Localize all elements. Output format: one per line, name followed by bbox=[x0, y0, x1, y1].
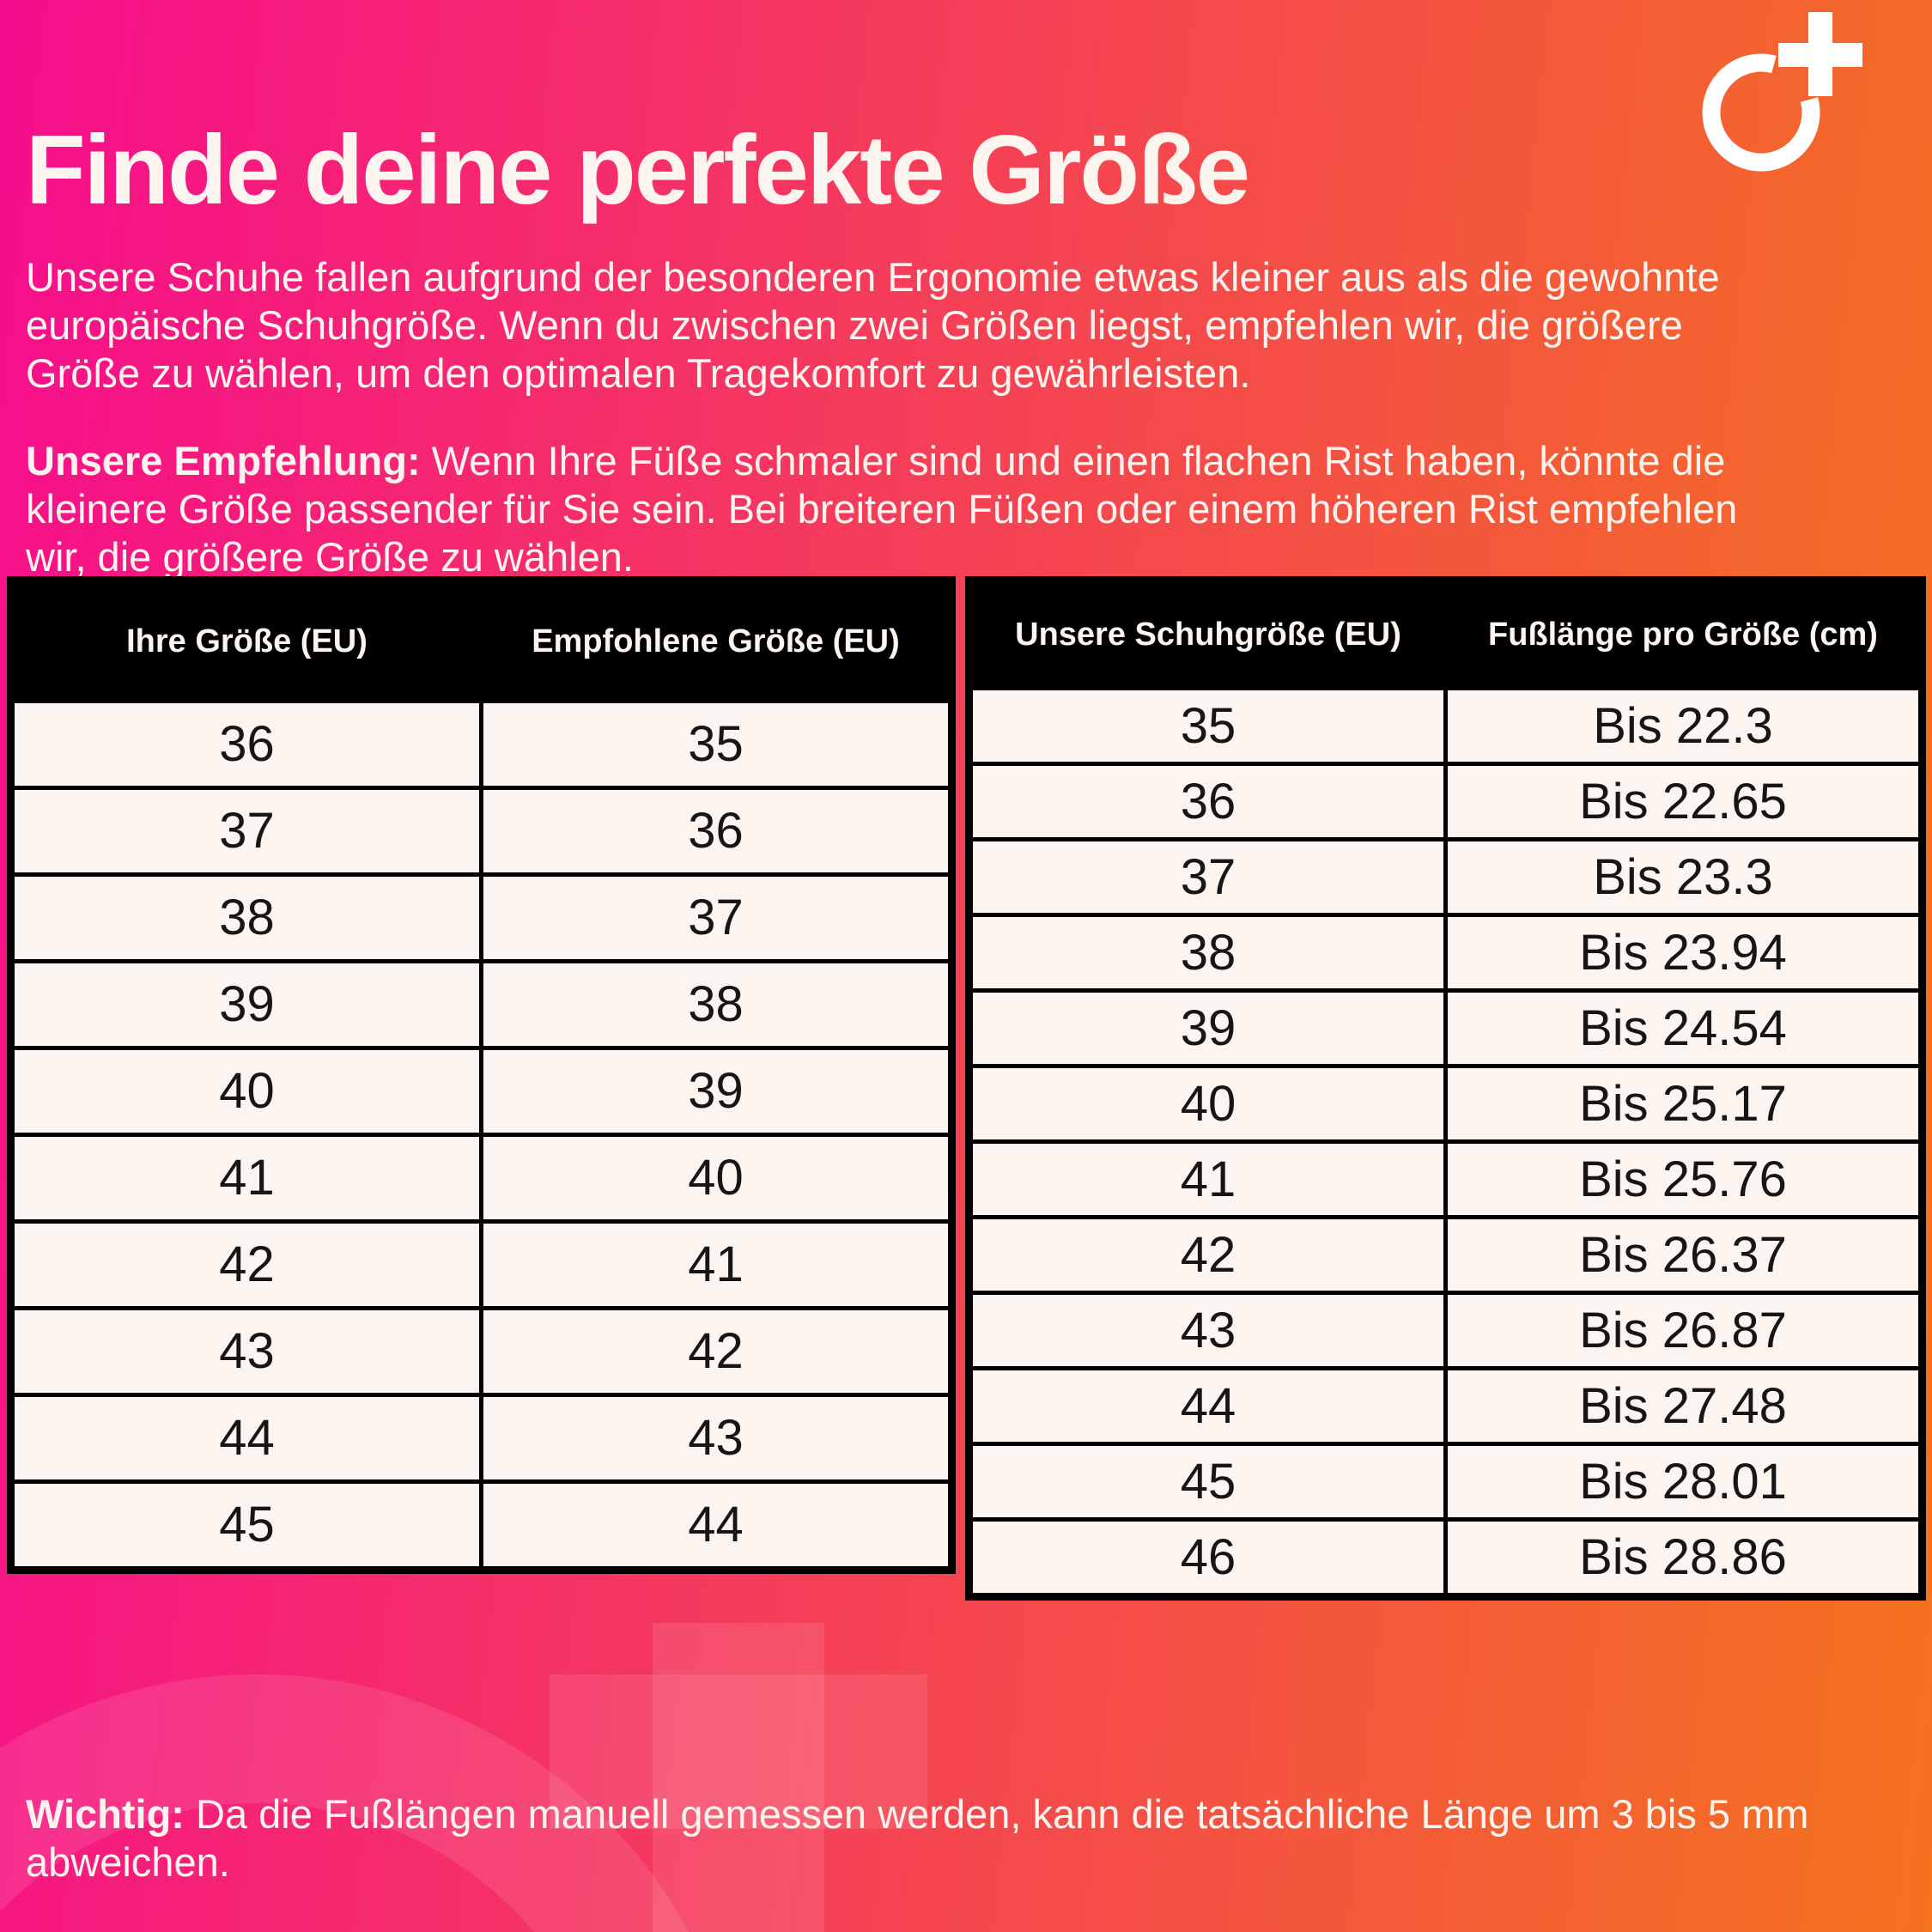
table-row: 40 39 bbox=[9, 1046, 954, 1137]
table-row: 38 Bis 23.94 bbox=[967, 913, 1924, 993]
table-header-row: Ihre Größe (EU) Empfohlene Größe (EU) bbox=[9, 578, 954, 703]
table-row: 44 Bis 27.48 bbox=[967, 1366, 1924, 1446]
table-row: 39 38 bbox=[9, 959, 954, 1050]
table-row: 37 36 bbox=[9, 786, 954, 877]
foot-length-table: Unsere Schuhgröße (EU) Fußlänge pro Größ… bbox=[965, 576, 1926, 1601]
table-cell: Bis 25.17 bbox=[1443, 1064, 1924, 1144]
table-row: 37 Bis 23.3 bbox=[967, 837, 1924, 917]
table-cell: 43 bbox=[479, 1393, 954, 1484]
table-row: 38 37 bbox=[9, 872, 954, 963]
table-cell: Bis 28.86 bbox=[1443, 1517, 1924, 1599]
table-cell: 41 bbox=[479, 1219, 954, 1310]
table-row: 36 Bis 22.65 bbox=[967, 762, 1924, 841]
table-cell: 40 bbox=[479, 1133, 954, 1224]
table-row: 40 Bis 25.17 bbox=[967, 1064, 1924, 1144]
table-cell: 37 bbox=[9, 786, 483, 877]
table-header-row: Unsere Schuhgröße (EU) Fußlänge pro Größ… bbox=[967, 578, 1924, 690]
table-cell: 36 bbox=[9, 699, 483, 790]
table-cell: 43 bbox=[967, 1291, 1448, 1370]
table-cell: 46 bbox=[967, 1517, 1448, 1599]
table-cell: 44 bbox=[479, 1479, 954, 1572]
table-cell: Bis 23.3 bbox=[1443, 837, 1924, 917]
table-cell: 35 bbox=[479, 699, 954, 790]
table-row: 42 Bis 26.37 bbox=[967, 1215, 1924, 1295]
table-row: 35 Bis 22.3 bbox=[967, 686, 1924, 766]
table-cell: Bis 23.94 bbox=[1443, 913, 1924, 993]
important-note: Wichtig: Da die Fußlängen manuell gemess… bbox=[26, 1790, 1906, 1886]
column-header: Ihre Größe (EU) bbox=[9, 578, 483, 703]
table-row: 45 44 bbox=[9, 1479, 954, 1572]
table-cell: 41 bbox=[9, 1133, 483, 1224]
table-cell: 45 bbox=[967, 1442, 1448, 1522]
table-row: 41 40 bbox=[9, 1133, 954, 1224]
table-cell: Bis 26.87 bbox=[1443, 1291, 1924, 1370]
table-cell: 41 bbox=[967, 1139, 1448, 1219]
table-cell: 38 bbox=[9, 872, 483, 963]
table-row: 43 42 bbox=[9, 1306, 954, 1397]
table-cell: Bis 22.65 bbox=[1443, 762, 1924, 841]
column-header: Unsere Schuhgröße (EU) bbox=[967, 578, 1448, 690]
table-cell: Bis 24.54 bbox=[1443, 988, 1924, 1068]
table-cell: 39 bbox=[9, 959, 483, 1050]
table-cell: 42 bbox=[479, 1306, 954, 1397]
circle-plus-logo-icon bbox=[1702, 12, 1862, 172]
table-cell: 42 bbox=[9, 1219, 483, 1310]
table-cell: Bis 25.76 bbox=[1443, 1139, 1924, 1219]
table-row: 42 41 bbox=[9, 1219, 954, 1310]
recommendation-label: Unsere Empfehlung: bbox=[26, 438, 421, 483]
table-cell: 35 bbox=[967, 686, 1448, 766]
table-cell: 45 bbox=[9, 1479, 483, 1572]
table-row: 46 Bis 28.86 bbox=[967, 1517, 1924, 1599]
column-header: Fußlänge pro Größe (cm) bbox=[1443, 578, 1924, 690]
table-row: 41 Bis 25.76 bbox=[967, 1139, 1924, 1219]
recommendation-paragraph: Unsere Empfehlung: Wenn Ihre Füße schmal… bbox=[26, 437, 1906, 581]
table-cell: 37 bbox=[967, 837, 1448, 917]
table-cell: 37 bbox=[479, 872, 954, 963]
important-note-text: Da die Fußlängen manuell gemessen werden… bbox=[26, 1791, 1809, 1885]
table-row: 43 Bis 26.87 bbox=[967, 1291, 1924, 1370]
table-cell: 40 bbox=[9, 1046, 483, 1137]
table-cell: 36 bbox=[967, 762, 1448, 841]
page-title: Finde deine perfekte Größe bbox=[26, 116, 1250, 226]
table-cell: 42 bbox=[967, 1215, 1448, 1295]
table-cell: Bis 22.3 bbox=[1443, 686, 1924, 766]
important-note-label: Wichtig: bbox=[26, 1791, 185, 1837]
table-cell: Bis 28.01 bbox=[1443, 1442, 1924, 1522]
table-cell: 38 bbox=[479, 959, 954, 1050]
table-cell: 44 bbox=[9, 1393, 483, 1484]
table-cell: 39 bbox=[967, 988, 1448, 1068]
your-size-table: Ihre Größe (EU) Empfohlene Größe (EU) 36… bbox=[7, 576, 956, 1574]
table-cell: 40 bbox=[967, 1064, 1448, 1144]
intro-paragraph: Unsere Schuhe fallen aufgrund der besond… bbox=[26, 254, 1720, 396]
table-row: 45 Bis 28.01 bbox=[967, 1442, 1924, 1522]
table-cell: Bis 27.48 bbox=[1443, 1366, 1924, 1446]
table-row: 39 Bis 24.54 bbox=[967, 988, 1924, 1068]
table-row: 36 35 bbox=[9, 699, 954, 790]
table-row: 44 43 bbox=[9, 1393, 954, 1484]
table-cell: 36 bbox=[479, 786, 954, 877]
table-cell: 44 bbox=[967, 1366, 1448, 1446]
table-cell: 43 bbox=[9, 1306, 483, 1397]
table-cell: 39 bbox=[479, 1046, 954, 1137]
table-cell: 38 bbox=[967, 913, 1448, 993]
column-header: Empfohlene Größe (EU) bbox=[479, 578, 954, 703]
table-cell: Bis 26.37 bbox=[1443, 1215, 1924, 1295]
recommendation-text: Wenn Ihre Füße schmaler sind und einen f… bbox=[26, 438, 1738, 580]
